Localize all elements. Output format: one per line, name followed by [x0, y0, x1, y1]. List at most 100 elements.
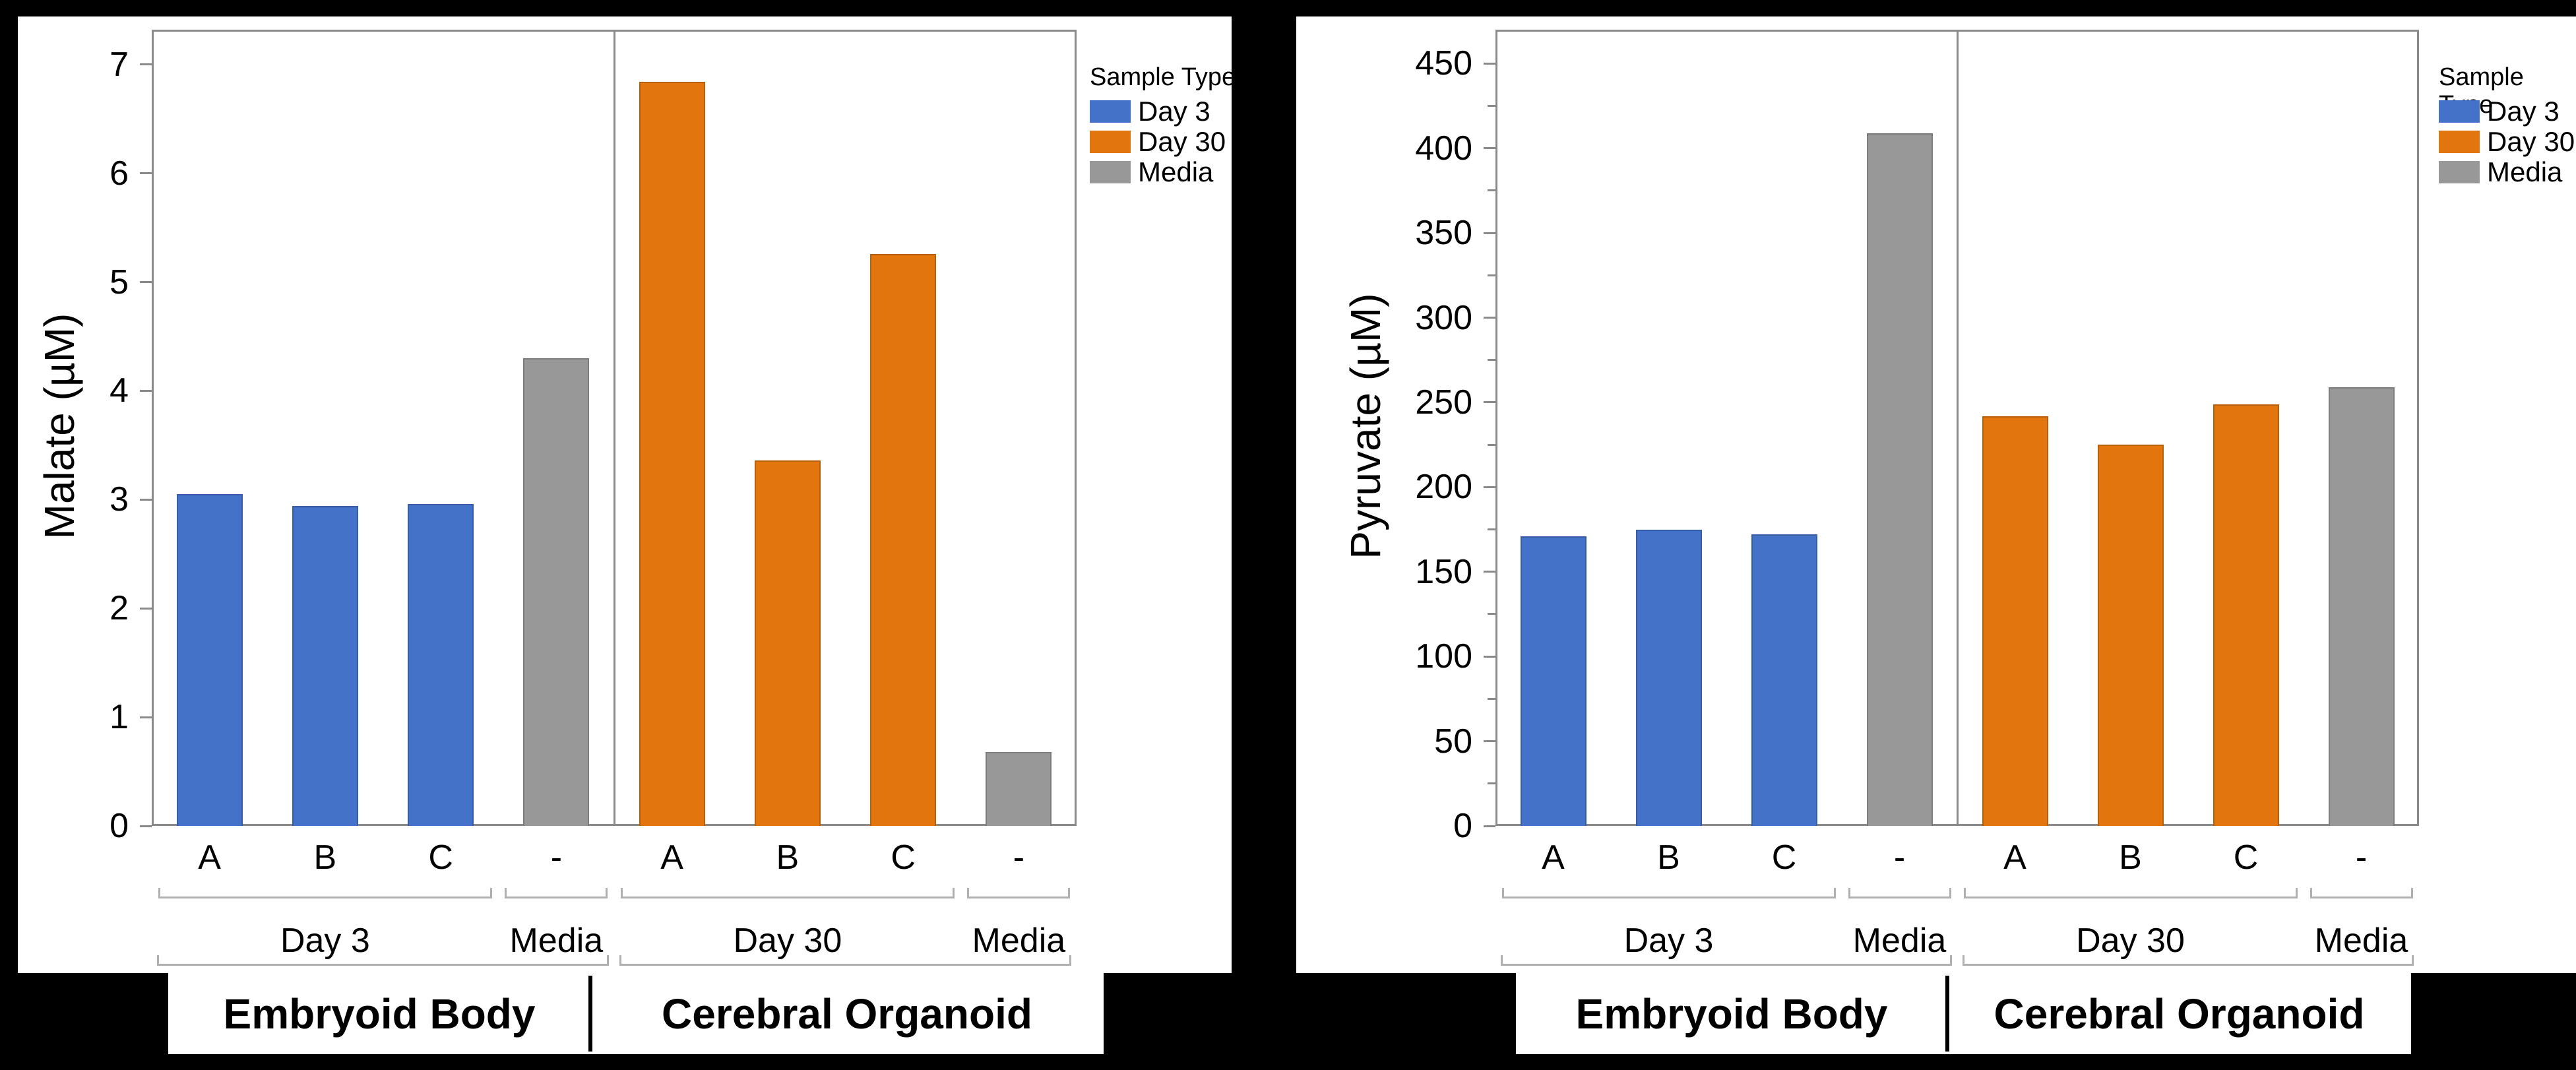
y-axis-minor-tick: [1488, 613, 1495, 615]
plot-section-divider: [613, 30, 615, 826]
legend-label-day3: Day 3: [1138, 96, 1210, 127]
bar-malate-m-embryoid-body-b[interactable]: [292, 506, 358, 826]
y-axis-major-tick: [1484, 486, 1495, 488]
x-category-label: B: [776, 838, 800, 877]
bar-pyruvate-m-cerebral-organoid-c[interactable]: [2213, 404, 2279, 826]
y-axis-tick-label: 2: [110, 589, 129, 628]
y-axis-tick-label: 200: [1415, 468, 1472, 507]
bar-pyruvate-m-embryoid-body-a[interactable]: [1520, 536, 1586, 826]
plot-section-divider: [1956, 30, 1959, 826]
y-axis-major-tick: [1484, 740, 1495, 743]
y-axis-tick-label: 250: [1415, 383, 1472, 422]
bar-malate-m-embryoid-body-c[interactable]: [408, 503, 474, 826]
group-bracket: [967, 888, 1071, 898]
y-axis-minor-tick: [1488, 359, 1495, 362]
bar-malate-m-cerebral-organoid-media[interactable]: [986, 751, 1052, 826]
y-axis-major-tick: [140, 63, 152, 66]
section-bracket: [157, 955, 609, 966]
y-axis-tick-label: 450: [1415, 44, 1472, 83]
bar-malate-m-cerebral-organoid-b[interactable]: [754, 460, 821, 826]
y-axis-tick-label: 4: [110, 371, 129, 410]
y-axis-tick-label: 7: [110, 45, 129, 84]
bar-malate-m-embryoid-body-media[interactable]: [523, 358, 590, 826]
bar-pyruvate-m-embryoid-body-c[interactable]: [1751, 534, 1817, 826]
y-axis-tick-label: 400: [1415, 129, 1472, 168]
y-axis-tick-label: 5: [110, 263, 129, 301]
y-axis-minor-tick: [1488, 782, 1495, 785]
y-axis-major-tick: [1484, 147, 1495, 150]
group-bracket: [1501, 888, 1836, 898]
y-axis-tick-label: 350: [1415, 214, 1472, 253]
footer-label-cerebral-organoid: Cerebral Organoid: [1994, 990, 2365, 1038]
group-bracket: [620, 888, 955, 898]
x-category-label: C: [1771, 838, 1797, 877]
legend-label-media: Media: [1138, 156, 1214, 187]
bar-pyruvate-m-embryoid-body-b[interactable]: [1635, 529, 1702, 826]
y-axis-minor-tick: [1488, 274, 1495, 276]
y-axis-major-tick: [140, 172, 152, 175]
y-axis-major-tick: [1484, 401, 1495, 404]
y-axis-minor-tick: [1488, 189, 1495, 192]
bar-pyruvate-m-cerebral-organoid-a[interactable]: [1982, 416, 2048, 826]
legend-swatch-day30[interactable]: [2439, 131, 2480, 153]
y-axis-tick-label: 6: [110, 154, 129, 193]
legend-swatch-media[interactable]: [2439, 161, 2480, 183]
y-axis-minor-tick: [1488, 528, 1495, 531]
x-category-label: A: [1542, 838, 1565, 877]
y-axis-tick-label: 1: [110, 698, 129, 737]
section-bracket: [619, 955, 1071, 966]
bar-malate-m-cerebral-organoid-a[interactable]: [639, 82, 705, 826]
y-axis-tick-label: 0: [110, 807, 129, 845]
x-category-label: C: [428, 838, 453, 877]
legend-label-day3: Day 3: [2487, 96, 2560, 127]
y-axis-major-tick: [1484, 571, 1495, 573]
footer-label-embryoid-body: Embryoid Body: [1575, 990, 1888, 1038]
footer-band-divider: [588, 976, 592, 1052]
group-label: Day 30: [733, 922, 842, 960]
group-label: Day 3: [1623, 922, 1714, 960]
y-axis-major-tick: [140, 498, 152, 501]
group-label: Day 30: [2076, 922, 2185, 960]
y-axis-title-pyruvate-m: Pyruvate (µM): [1342, 292, 1389, 559]
legend-label-day30: Day 30: [2487, 126, 2575, 157]
bar-malate-m-cerebral-organoid-c[interactable]: [870, 253, 937, 826]
y-axis-major-tick: [140, 716, 152, 718]
y-axis-tick-label: 3: [110, 480, 129, 519]
bar-pyruvate-m-cerebral-organoid-media[interactable]: [2328, 387, 2395, 826]
y-axis-major-tick: [1484, 317, 1495, 319]
y-axis-tick-label: 0: [1453, 807, 1472, 845]
legend-swatch-day3[interactable]: [2439, 100, 2480, 123]
y-axis-major-tick: [1484, 62, 1495, 65]
y-axis-minor-tick: [1488, 105, 1495, 108]
y-axis-major-tick: [1484, 655, 1495, 658]
bar-pyruvate-m-cerebral-organoid-b[interactable]: [2097, 445, 2164, 826]
legend-swatch-media[interactable]: [1090, 161, 1131, 183]
bar-pyruvate-m-embryoid-body-media[interactable]: [1866, 133, 1933, 826]
legend-label-day30: Day 30: [1138, 126, 1226, 157]
y-axis-title-malate-m: Malate (µM): [36, 313, 83, 539]
y-axis-tick-label: 100: [1415, 637, 1472, 676]
y-axis-minor-tick: [1488, 697, 1495, 700]
y-axis-major-tick: [140, 389, 152, 392]
x-category-label: C: [891, 838, 916, 877]
x-category-label: B: [313, 838, 337, 877]
group-label: Media: [2314, 922, 2408, 960]
x-category-label: -: [1893, 838, 1906, 877]
footer-band-pyruvate-m: Embryoid Body Cerebral Organoid: [1516, 973, 2411, 1054]
legend-title: Sample Type: [1090, 63, 1236, 91]
y-axis-tick-label: 300: [1415, 298, 1472, 337]
x-category-label: A: [660, 838, 683, 877]
legend-swatch-day30[interactable]: [1090, 131, 1131, 153]
x-category-label: -: [1013, 838, 1025, 877]
group-label: Media: [972, 922, 1066, 960]
group-label: Media: [1852, 922, 1947, 960]
group-bracket: [1963, 888, 2298, 898]
bar-malate-m-embryoid-body-a[interactable]: [176, 494, 243, 826]
group-bracket: [505, 888, 608, 898]
legend-swatch-day3[interactable]: [1090, 100, 1131, 123]
x-category-label: -: [550, 838, 563, 877]
group-bracket: [158, 888, 493, 898]
y-axis-minor-tick: [1488, 443, 1495, 446]
y-axis-major-tick: [140, 825, 152, 827]
